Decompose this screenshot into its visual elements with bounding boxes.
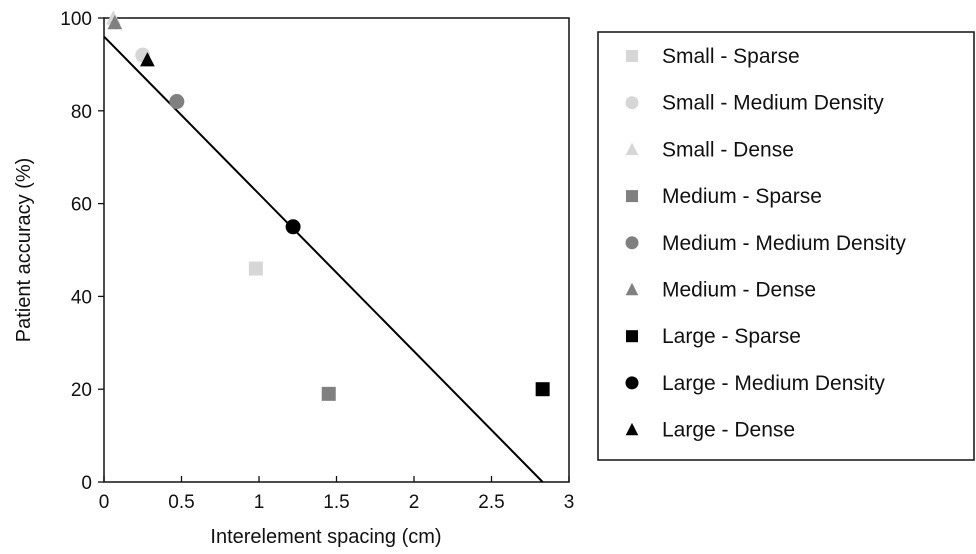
data-point-circle xyxy=(169,94,185,110)
x-tick-label: 2.5 xyxy=(478,492,504,513)
data-point-square xyxy=(321,386,336,401)
legend-entry-label: Large - Dense xyxy=(662,419,795,442)
y-tick-label: 80 xyxy=(71,102,92,123)
legend-entry-label: Large - Sparse xyxy=(662,325,801,348)
legend-entry-label: Small - Sparse xyxy=(662,45,800,68)
legend-marker-circle xyxy=(625,96,639,110)
legend-entry-label: Small - Dense xyxy=(662,138,794,161)
y-axis-label: Patient accuracy (%) xyxy=(13,158,35,343)
legend-entry-label: Medium - Medium Density xyxy=(662,232,906,255)
y-tick-label: 100 xyxy=(60,9,92,30)
data-point-circle xyxy=(285,219,301,235)
y-tick-label: 40 xyxy=(71,287,92,308)
data-point-triangle xyxy=(140,52,155,67)
legend-marker-square xyxy=(626,330,638,343)
legend-entry-label: Medium - Sparse xyxy=(662,185,822,208)
legend-entry-label: Large - Medium Density xyxy=(662,372,885,395)
y-axis-ticks: 0 20 40 60 80 100 xyxy=(60,9,104,494)
data-point-square xyxy=(248,261,263,276)
y-tick-label: 60 xyxy=(71,195,92,216)
data-point-square xyxy=(535,382,550,397)
x-tick-label: 0.5 xyxy=(168,492,194,513)
y-tick-label: 20 xyxy=(71,380,92,401)
x-tick-label: 3 xyxy=(564,492,575,513)
legend-box xyxy=(597,31,975,461)
trend-line xyxy=(103,35,544,483)
data-points xyxy=(105,10,550,401)
x-axis-ticks: 0 0.5 1 1.5 2 2.5 3 xyxy=(99,476,575,513)
legend-entry-label: Small - Medium Density xyxy=(662,92,884,115)
y-tick-label: 0 xyxy=(81,473,92,494)
x-tick-label: 0 xyxy=(99,492,110,513)
data-point-triangle xyxy=(107,14,123,30)
plot-area-frame xyxy=(103,17,570,483)
legend-marker-square xyxy=(626,190,638,203)
x-tick-label: 1.5 xyxy=(323,492,349,513)
legend-marker-square xyxy=(626,50,638,62)
legend: Small - Sparse Small - Medium Density Smal… xyxy=(625,45,906,442)
legend-marker-circle xyxy=(625,236,639,250)
legend-marker-triangle xyxy=(625,282,639,296)
legend-entry-label: Medium - Dense xyxy=(662,279,816,302)
x-tick-label: 1 xyxy=(254,492,265,513)
x-tick-label: 2 xyxy=(409,492,420,513)
legend-marker-circle xyxy=(625,376,639,390)
x-axis-label: Interelement spacing (cm) xyxy=(210,526,441,548)
legend-marker-triangle xyxy=(625,422,639,436)
legend-marker-triangle xyxy=(625,142,639,156)
